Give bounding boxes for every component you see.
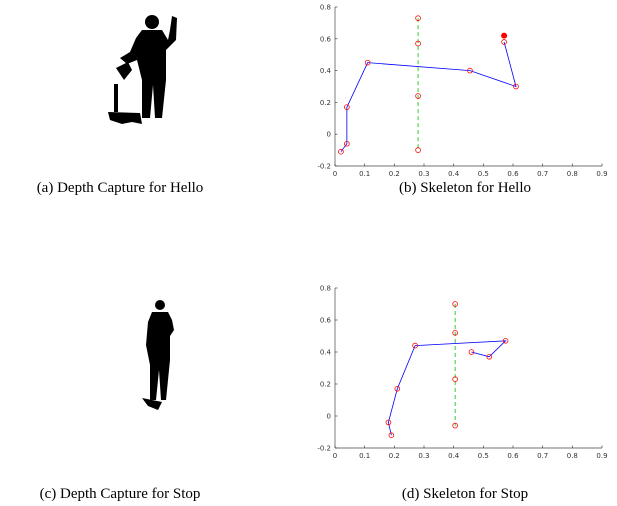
x-tick-label: 0.7 [537, 452, 548, 460]
x-tick-label: 0.9 [596, 170, 607, 178]
figure: (a) Depth Capture for Hello (b) Skeleton… [0, 0, 617, 506]
y-tick-label: 0.6 [320, 35, 332, 43]
x-tick-label: 0.7 [537, 170, 548, 178]
x-tick-label: 0.4 [448, 452, 460, 460]
y-tick-label: 0.4 [320, 349, 332, 357]
x-tick-label: 0.5 [478, 170, 489, 178]
x-tick-label: 0.4 [448, 170, 460, 178]
x-tick-label: 0.8 [567, 452, 578, 460]
x-tick-label: 0.2 [389, 170, 400, 178]
x-tick-label: 0.5 [478, 452, 489, 460]
joint-marker [502, 33, 507, 38]
depth-silhouette-stop [142, 300, 174, 410]
x-tick-label: 0.3 [418, 170, 429, 178]
x-tick-label: 0.9 [596, 452, 607, 460]
caption: (d) Skeleton for Stop [402, 486, 528, 502]
y-tick-label: -0.2 [317, 445, 331, 453]
page: {"chart_data": [ {"type": "line", "xlim"… [0, 0, 617, 506]
x-tick-label: 0.3 [418, 452, 429, 460]
y-tick-label: 0.6 [320, 317, 332, 325]
joint-marker [416, 148, 421, 153]
skeleton-line [341, 42, 516, 152]
y-tick-label: 0 [327, 413, 331, 421]
y-tick-label: 0.4 [320, 67, 332, 75]
caption: (c) Depth Capture for Stop [40, 486, 201, 502]
x-tick-label: 0.1 [359, 170, 370, 178]
caption: (a) Depth Capture for Hello [37, 180, 204, 196]
y-tick-label: 0.2 [320, 381, 331, 389]
x-tick-label: 0.8 [567, 170, 578, 178]
x-tick-label: 0 [333, 170, 337, 178]
depth-silhouette-hello [108, 15, 177, 124]
x-tick-label: 0.6 [507, 170, 519, 178]
x-tick-label: 0 [333, 452, 337, 460]
y-tick-label: 0.8 [320, 4, 331, 12]
x-tick-label: 0.6 [507, 452, 519, 460]
x-tick-label: 0.1 [359, 452, 370, 460]
y-tick-label: 0.2 [320, 99, 331, 107]
y-tick-label: 0.8 [320, 285, 331, 293]
y-tick-label: -0.2 [317, 163, 331, 171]
caption: (b) Skeleton for Hello [399, 180, 531, 196]
x-tick-label: 0.2 [389, 452, 400, 460]
joint-marker [502, 40, 507, 45]
y-tick-label: 0 [327, 131, 331, 139]
